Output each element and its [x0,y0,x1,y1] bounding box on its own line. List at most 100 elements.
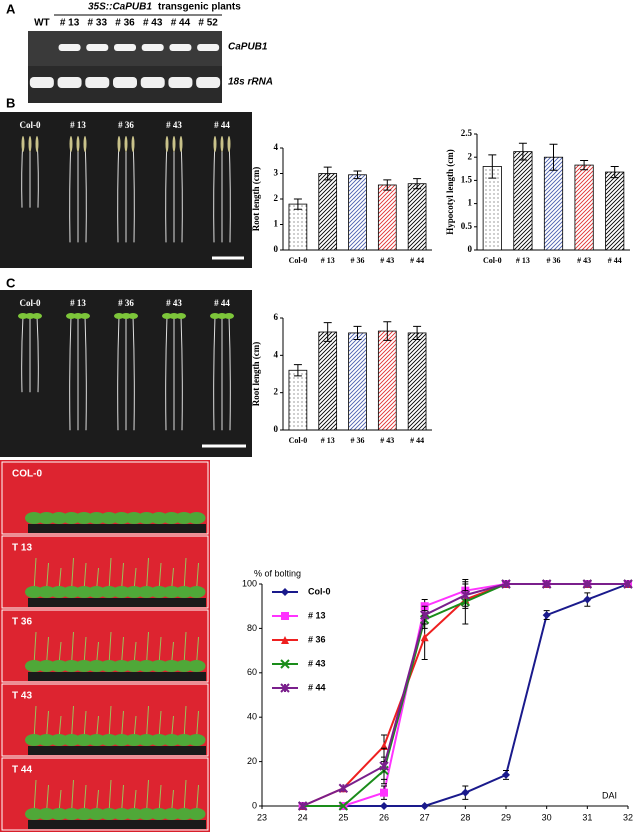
x-tick-label: # 36 [351,436,365,445]
x-tick-label: # 13 [321,436,335,445]
seedling [21,315,24,393]
stem [146,557,149,592]
leaf [227,136,231,152]
leaf [83,136,87,152]
photo-label: T 44 [12,765,32,776]
rosette [187,512,206,524]
point [623,579,633,589]
rosette [112,512,131,524]
rosette [162,586,181,598]
rosette [75,586,93,598]
x-tick-label: # 43 [577,256,591,265]
bar [318,173,338,251]
legend-label: # 36 [308,634,326,644]
photo-label: # 36 [118,298,134,308]
seedling [132,315,135,431]
x-tick-label: 24 [298,812,308,822]
error-bar [353,170,362,180]
y-tick-label: 0 [274,424,279,434]
photo-label: Col-0 [20,298,41,308]
photo-label: # 43 [166,120,182,130]
bar [348,332,367,431]
photo-contents: Col-0 # 13 # 36 # 43 # 44 Col-0 # 13 # 36 # 43 # … [1,120,234,831]
stem [183,631,187,666]
y-tick-label: 6 [274,312,279,322]
y-tick-label: 60 [247,667,257,677]
leaf [21,136,25,152]
stem [183,557,187,592]
y-tick-label: 20 [247,756,257,766]
x-tick-label: # 36 [351,256,365,265]
leaf [179,136,183,152]
seedling [165,315,168,431]
y-axis-label: Hypocotyl length (cm) [445,149,455,235]
x-axis-label: DAI [602,790,617,800]
photo-label: Col-0 [20,120,41,130]
stem [108,779,112,814]
rosette [62,586,81,598]
rosette [112,734,131,746]
point [460,590,471,600]
lane-label: WT [34,18,50,29]
rosette [150,660,168,672]
leaf [80,313,90,319]
rosette [125,660,143,672]
stem [33,779,37,814]
rosette [50,808,68,820]
x-tick-label: # 36 [547,256,561,265]
bar [288,369,308,431]
point [380,802,388,810]
rosette [100,808,118,820]
error-bar [323,166,332,181]
rosette [37,734,56,746]
stem [108,557,112,592]
rosette [25,512,43,524]
seedling [69,315,72,431]
point [420,633,429,642]
leaf [172,136,176,152]
rosette [50,660,68,672]
x-tick-label: 27 [420,812,430,822]
x-tick-label: Col-0 [289,256,308,265]
y-tick-label: 0 [468,244,473,254]
bar [288,203,308,251]
x-tick-label: 29 [501,812,511,822]
error-bar [383,321,392,341]
x-tick-label: 28 [460,812,470,822]
rosette [125,512,143,524]
error-bar [518,142,527,161]
band [196,77,221,88]
rosette [87,808,106,820]
rosette [112,660,131,672]
leaf [18,313,28,319]
rosette [137,808,156,820]
rosette [125,734,143,746]
error-bar [293,198,302,210]
rosette [25,586,43,598]
leaf [220,136,224,152]
panel-label: C [6,275,16,290]
rosette [100,660,118,672]
leaf [66,313,76,319]
rosette [175,808,193,820]
leaf [73,313,83,319]
row-label: 18s rRNA [228,77,273,88]
blot-construct: 35S::CaPUB1 [88,2,152,13]
y-tick-label: 80 [247,623,257,633]
y-tick-label: 3 [274,168,279,178]
leaf [165,136,169,152]
rosette [187,734,206,746]
bar [482,166,502,251]
rosette [87,734,106,746]
stem [108,631,112,666]
y-tick-label: 0 [274,244,279,254]
rosette [37,808,56,820]
legend-marker [280,659,290,669]
rosette [150,734,168,746]
leaf [25,313,35,319]
error-bar [549,143,558,171]
lane-label: # 44 [171,18,191,29]
legend-label: # 43 [308,658,326,668]
legend-marker [281,636,289,644]
